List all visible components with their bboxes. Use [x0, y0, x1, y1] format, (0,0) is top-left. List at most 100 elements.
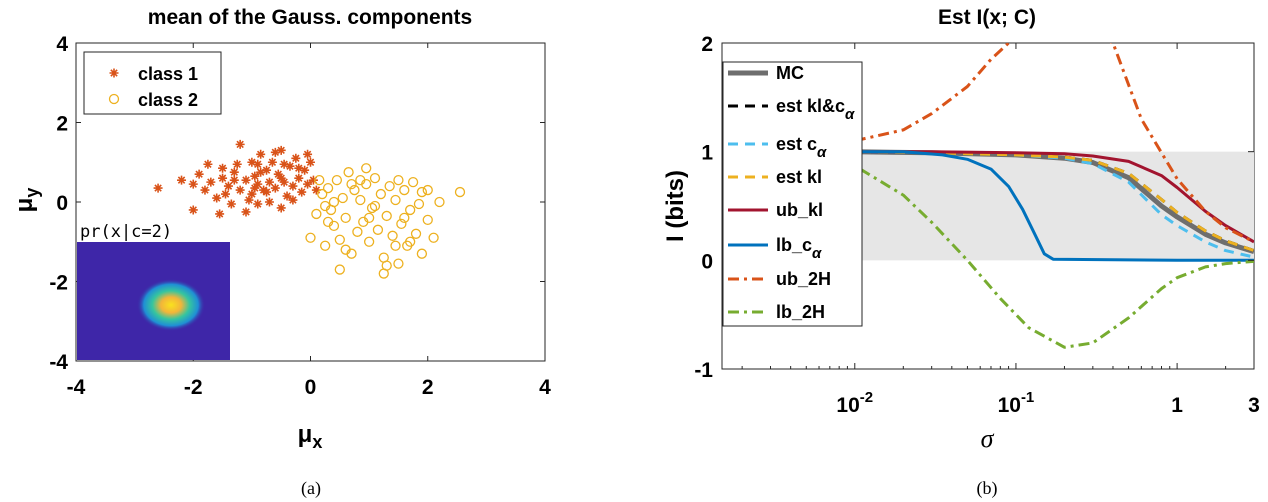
line-title: Est I(x; C): [938, 6, 1036, 29]
class1-point: [311, 185, 321, 195]
class1-point: [188, 179, 198, 189]
class2-point: [320, 240, 331, 251]
class1-point: [244, 195, 254, 205]
class1-point: [177, 175, 187, 185]
class1-point: [256, 167, 266, 177]
class2-point: [381, 260, 392, 271]
scatter-legend-box: [83, 51, 222, 115]
class2-point: [416, 248, 428, 259]
class2-point: [317, 188, 328, 200]
class2-point: [405, 204, 416, 216]
class1-point: [282, 191, 292, 201]
class2-point: [355, 174, 366, 186]
class1-point: [194, 169, 204, 179]
class2-point: [399, 212, 410, 224]
class2-point: [416, 186, 428, 198]
line-xtick-label: 10-1: [998, 389, 1035, 417]
scatter-legend-markers: [108, 68, 120, 105]
class2-point: [422, 184, 433, 196]
class2-point: [375, 188, 387, 200]
line-tick-labels: -1 0 1 2 10-2 10-1 1 3: [694, 33, 1260, 417]
class1-point: [253, 199, 263, 209]
legend-class2-marker: [108, 93, 120, 105]
line-ytick-label: 0: [701, 250, 713, 273]
class1-point: [218, 173, 228, 183]
class1-point: [215, 209, 225, 219]
legend-class1-label: class 1: [138, 64, 198, 84]
scatter-xtick-label: -2: [184, 376, 203, 399]
class1-point: [253, 179, 263, 189]
class2-point: [384, 180, 395, 192]
class1-point: [303, 179, 313, 189]
class1-point: [223, 181, 233, 191]
scatter-xtick-label: 0: [305, 376, 317, 399]
class2-point: [410, 228, 422, 239]
series-line-lb-2h: [741, 150, 1254, 349]
class1-point: [229, 175, 239, 185]
class1-point: [241, 175, 251, 185]
class2-point: [322, 182, 334, 194]
class1-point: [279, 159, 289, 169]
class1-point: [262, 187, 272, 197]
class2-point: [337, 192, 348, 204]
line-series: [741, 43, 1254, 349]
scatter-xtick-label: 2: [422, 376, 434, 399]
legend-label: ub_2H: [776, 269, 831, 289]
scatter-ytick-label: -2: [49, 272, 68, 295]
line-ytick-label: 1: [701, 142, 713, 165]
class1-point: [220, 189, 230, 199]
scatter-tick-labels: -4 -2 0 2 4 -4 -2 0 2 4: [49, 33, 551, 399]
class2-point: [328, 196, 340, 208]
legend-label: lb_2H: [776, 302, 825, 322]
class2-point: [396, 218, 407, 230]
scatter-ticks: [75, 42, 546, 362]
class1-point: [256, 149, 266, 159]
class2-point: [361, 163, 372, 174]
class1-point: [264, 197, 274, 207]
class2-point: [413, 198, 425, 210]
panel-a-scatter: mean of the Gauss. components -4 -2 0 2 4-4-…: [11, 6, 551, 499]
caption-a: (a): [301, 478, 321, 499]
series-line-ub-2h: [854, 43, 1254, 244]
scatter-ytick-label: 0: [56, 192, 68, 215]
class2-point: [320, 200, 331, 212]
scatter-xtick-label: 4: [539, 376, 551, 399]
class2-point: [407, 176, 419, 188]
class2-point: [311, 208, 322, 220]
class1-point: [250, 171, 260, 181]
class1-point: [267, 157, 277, 167]
class1-point: [206, 177, 216, 187]
class1-point: [276, 203, 286, 213]
scatter-points: [153, 139, 466, 279]
class2-point: [355, 194, 366, 206]
class1-point: [270, 183, 280, 193]
inset-label: pr(x|c=2): [80, 222, 172, 242]
scatter-title: mean of the Gauss. components: [148, 6, 472, 29]
class2-point: [340, 244, 351, 255]
class1-point: [226, 199, 236, 209]
legend-label: est kl: [776, 167, 822, 187]
class1-point: [303, 149, 313, 159]
class1-point: [235, 185, 245, 195]
class2-point: [369, 200, 381, 212]
class2-point: [405, 236, 416, 247]
legend-label: MC: [776, 63, 804, 83]
class1-point: [247, 157, 257, 167]
class1-point: [306, 157, 315, 167]
class2-point: [334, 264, 345, 275]
class1-point: [273, 169, 283, 179]
scatter-ytick-label: 4: [56, 33, 68, 56]
class1-point: [250, 183, 260, 193]
class2-point: [422, 214, 433, 226]
class2-point: [331, 174, 343, 186]
class2-point: [434, 196, 445, 208]
class1-point: [229, 167, 239, 177]
class1-point: [297, 187, 307, 197]
scatter-ytick-label: -4: [49, 351, 68, 374]
class2-point: [454, 186, 466, 198]
line-xtick-label: 10-2: [836, 389, 873, 417]
class1-point: [188, 205, 198, 215]
class1-point: [247, 189, 257, 199]
